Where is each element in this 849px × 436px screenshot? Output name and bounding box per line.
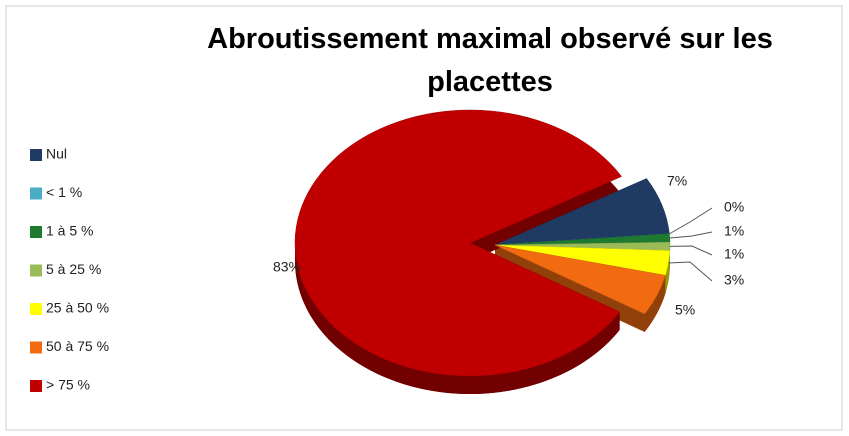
- data-label: 3%: [724, 272, 744, 288]
- legend-label: 50 à 75 %: [46, 338, 109, 354]
- leader-line: [669, 245, 713, 256]
- data-label: 7%: [667, 173, 687, 189]
- leader-line: [669, 207, 713, 235]
- legend-label: > 75 %: [46, 377, 90, 393]
- legend-swatch: [30, 226, 42, 238]
- legend-label: 1 à 5 %: [46, 223, 93, 239]
- slice-side: [295, 243, 620, 394]
- legend-label: < 1 %: [46, 184, 82, 200]
- legend-label: 25 à 50 %: [46, 300, 109, 316]
- slice-side: [644, 275, 666, 332]
- data-label: 83%: [273, 259, 301, 275]
- data-label: 1%: [724, 246, 744, 262]
- data-label: 5%: [675, 302, 695, 318]
- legend-label: Nul: [46, 146, 67, 162]
- data-label: 0%: [724, 199, 744, 215]
- legend-swatch: [30, 341, 42, 354]
- legend-swatch: [30, 303, 42, 315]
- leader-line: [668, 261, 713, 282]
- chart-title: Abroutissement maximal observé sur les p…: [207, 23, 773, 98]
- legend-swatch: [30, 264, 42, 277]
- slice: [294, 109, 622, 377]
- data-label: 1%: [724, 223, 744, 239]
- slice: [494, 244, 666, 315]
- leader-line: [669, 231, 713, 239]
- legend-label: 5 à 25 %: [46, 261, 101, 277]
- legend-swatch: [30, 380, 42, 392]
- legend-swatch: [30, 187, 42, 200]
- legend-swatch: [30, 149, 42, 161]
